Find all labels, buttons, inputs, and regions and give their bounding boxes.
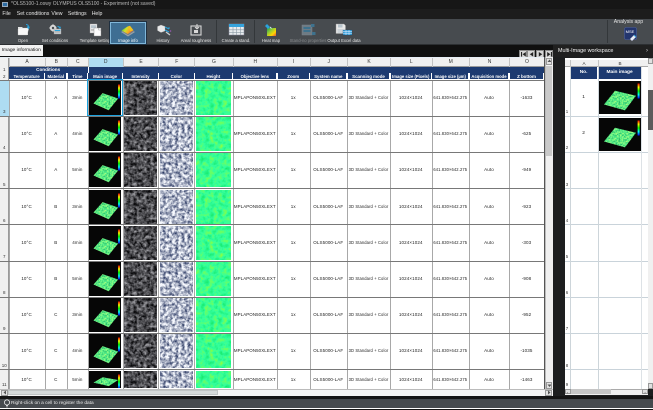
svg-text:MSE: MSE — [625, 29, 634, 34]
